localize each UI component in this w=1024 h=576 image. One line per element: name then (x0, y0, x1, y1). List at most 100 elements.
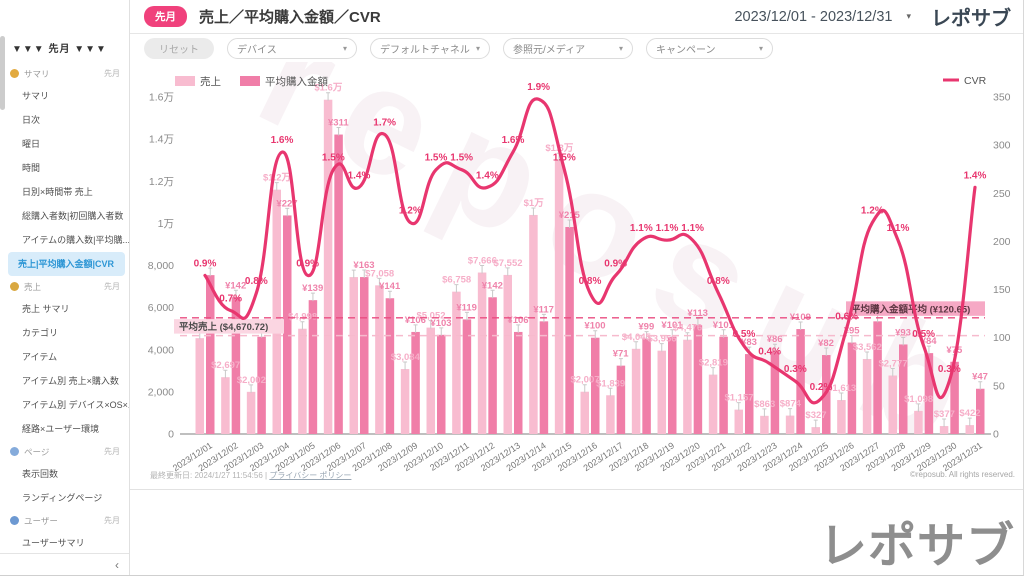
sidebar-item[interactable]: ユーザーサマリ (22, 538, 85, 548)
error-whisker (736, 402, 741, 411)
error-whisker (788, 408, 793, 417)
error-whisker (890, 368, 895, 377)
avg-purchase-bar (257, 336, 266, 434)
sidebar-item[interactable]: 経路×ユーザー環境 (22, 424, 100, 434)
chevron-down-icon: ▾ (758, 43, 763, 53)
sidebar-item[interactable]: アイテム (22, 352, 58, 362)
cvr-value-label: 1.4% (476, 170, 499, 181)
avg-purchase-value-label: ¥100 (584, 321, 605, 332)
summary-icon (10, 69, 19, 78)
sales-value-label: $1,839 (596, 378, 625, 389)
avg-purchase-bar (411, 331, 420, 434)
avg-purchase-value-label: ¥99 (638, 322, 654, 333)
sidebar-item[interactable]: ランディングページ (22, 493, 103, 503)
legend-label-sales[interactable]: 売上 (200, 75, 221, 88)
sidebar-item[interactable]: アイテム別 売上×購入数 (22, 376, 119, 386)
error-whisker (711, 367, 716, 376)
avg-purchase-bar (565, 226, 574, 434)
brand-watermark: レポサブ (818, 520, 1015, 573)
sales-value-label: $1万 (524, 198, 545, 209)
sidebar-item[interactable]: サマリ (22, 91, 50, 101)
cvr-value-label: 0.3% (938, 364, 961, 375)
error-whisker (967, 417, 972, 427)
filter-dropdown-label: デバイス (237, 44, 277, 56)
sales-value-label: $1,098 (904, 394, 933, 405)
sales-value-label: $874 (780, 399, 802, 410)
cvr-value-label: 1.9% (527, 82, 550, 93)
error-whisker (670, 329, 675, 338)
sidebar-item[interactable]: カテゴリ (22, 328, 59, 338)
error-whisker (208, 267, 213, 277)
cvr-value-label: 1.5% (553, 153, 576, 164)
cvr-value-label: 1.5% (450, 153, 473, 164)
avg-purchase-bar (976, 388, 985, 434)
left-axis-tick: 2,000 (148, 386, 174, 398)
avg-purchase-value-label: ¥101 (713, 320, 735, 331)
filter-dropdown-1[interactable]: デフォルトチャネル ▾ (370, 37, 490, 59)
sales-value-label: $7,058 (365, 268, 394, 279)
sales-value-label: $5,052 (416, 311, 445, 322)
chevron-down-icon: ▾ (618, 43, 623, 53)
sidebar-section-1: 売上 先月 (0, 276, 129, 297)
avg-purchase-label: 平均購入金額平均 (¥120.65) (851, 303, 970, 315)
error-whisker (659, 343, 664, 352)
error-whisker (233, 289, 238, 299)
sidebar-section-label: ユーザー (24, 515, 58, 526)
date-range-picker[interactable]: 2023/12/01 - 2023/12/31 ▾ (734, 9, 911, 25)
error-whisker (824, 347, 829, 357)
cvr-value-label: 1.4% (348, 170, 371, 181)
sales-bar (606, 395, 615, 434)
legend-swatch-sales[interactable] (175, 76, 195, 86)
sales-value-label: $1,157 (724, 393, 753, 404)
avg-purchase-value-label: ¥106 (507, 315, 528, 326)
privacy-policy-link[interactable]: プライバシー ポリシー (269, 471, 352, 480)
sidebar-item[interactable]: 時間 (22, 163, 41, 173)
right-axis-tick: 300 (993, 140, 1011, 152)
sidebar-item[interactable]: 売上 サマリ (22, 304, 70, 314)
cvr-value-label: 1.1% (630, 223, 653, 234)
cvr-value-label: 0.6% (835, 311, 858, 322)
legend-label-avg-purchase[interactable]: 平均購入金額 (265, 75, 328, 88)
error-whisker (618, 358, 623, 367)
sidebar-item[interactable]: 日次 (22, 115, 41, 125)
avg-purchase-value-label: ¥109 (790, 312, 811, 323)
error-whisker (362, 269, 367, 279)
filter-dropdown-0[interactable]: デバイス ▾ (227, 37, 357, 59)
avg-purchase-value-label: ¥142 (225, 280, 246, 291)
filter-dropdown-2[interactable]: 参照元/メディア ▾ (503, 37, 633, 59)
sales-bar (939, 426, 949, 434)
sidebar-item[interactable]: 曜日 (22, 139, 41, 149)
sidebar-item[interactable]: 売上|平均購入金額|CVR (8, 252, 125, 276)
error-whisker (454, 284, 459, 293)
error-whisker (901, 336, 906, 346)
legend-label-cvr[interactable]: CVR (964, 75, 987, 87)
reset-filters-button[interactable]: リセット (144, 37, 214, 59)
legend-swatch-avg-purchase[interactable] (240, 76, 260, 86)
sidebar-item[interactable]: 表示回数 (22, 469, 59, 479)
sales-value-label: $2,002 (237, 375, 266, 386)
sales-value-label: $863 (754, 399, 775, 410)
avg-purchase-bar (334, 134, 343, 434)
sidebar-item[interactable]: アイテムの購入数|平均購... (22, 235, 129, 245)
error-whisker (916, 403, 921, 412)
collapse-sidebar-button[interactable]: ‹ (115, 557, 119, 572)
sidebar-item[interactable]: 総購入者数|初回購入者数 (22, 211, 124, 221)
sidebar-scrollbar[interactable] (0, 36, 5, 110)
chart-card: reposub 0 2,000 4,000 6,000 8,000 1万 1.2万 1.4万 1.… (130, 0, 1023, 490)
error-whisker (798, 321, 803, 331)
sidebar-item[interactable]: アイテム別 デバイス×OS×... (22, 400, 129, 410)
cvr-value-label: 1.1% (681, 223, 704, 234)
sidebar-item[interactable]: 日別×時間帯 売上 (22, 187, 93, 197)
cvr-value-label: 1.2% (861, 206, 884, 217)
filter-dropdown-3[interactable]: キャンペーン ▾ (646, 37, 773, 59)
avg-purchase-bar (899, 344, 908, 434)
error-whisker (762, 408, 767, 417)
right-axis-tick: 150 (993, 284, 1011, 296)
cvr-value-label: 1.6% (271, 135, 294, 146)
avg-purchase-value-label: ¥95 (844, 326, 861, 337)
sales-value-label: $1.2万 (263, 173, 291, 184)
sales-bar (734, 409, 743, 434)
sales-bar (760, 415, 769, 434)
cvr-value-label: 1.5% (322, 153, 345, 164)
